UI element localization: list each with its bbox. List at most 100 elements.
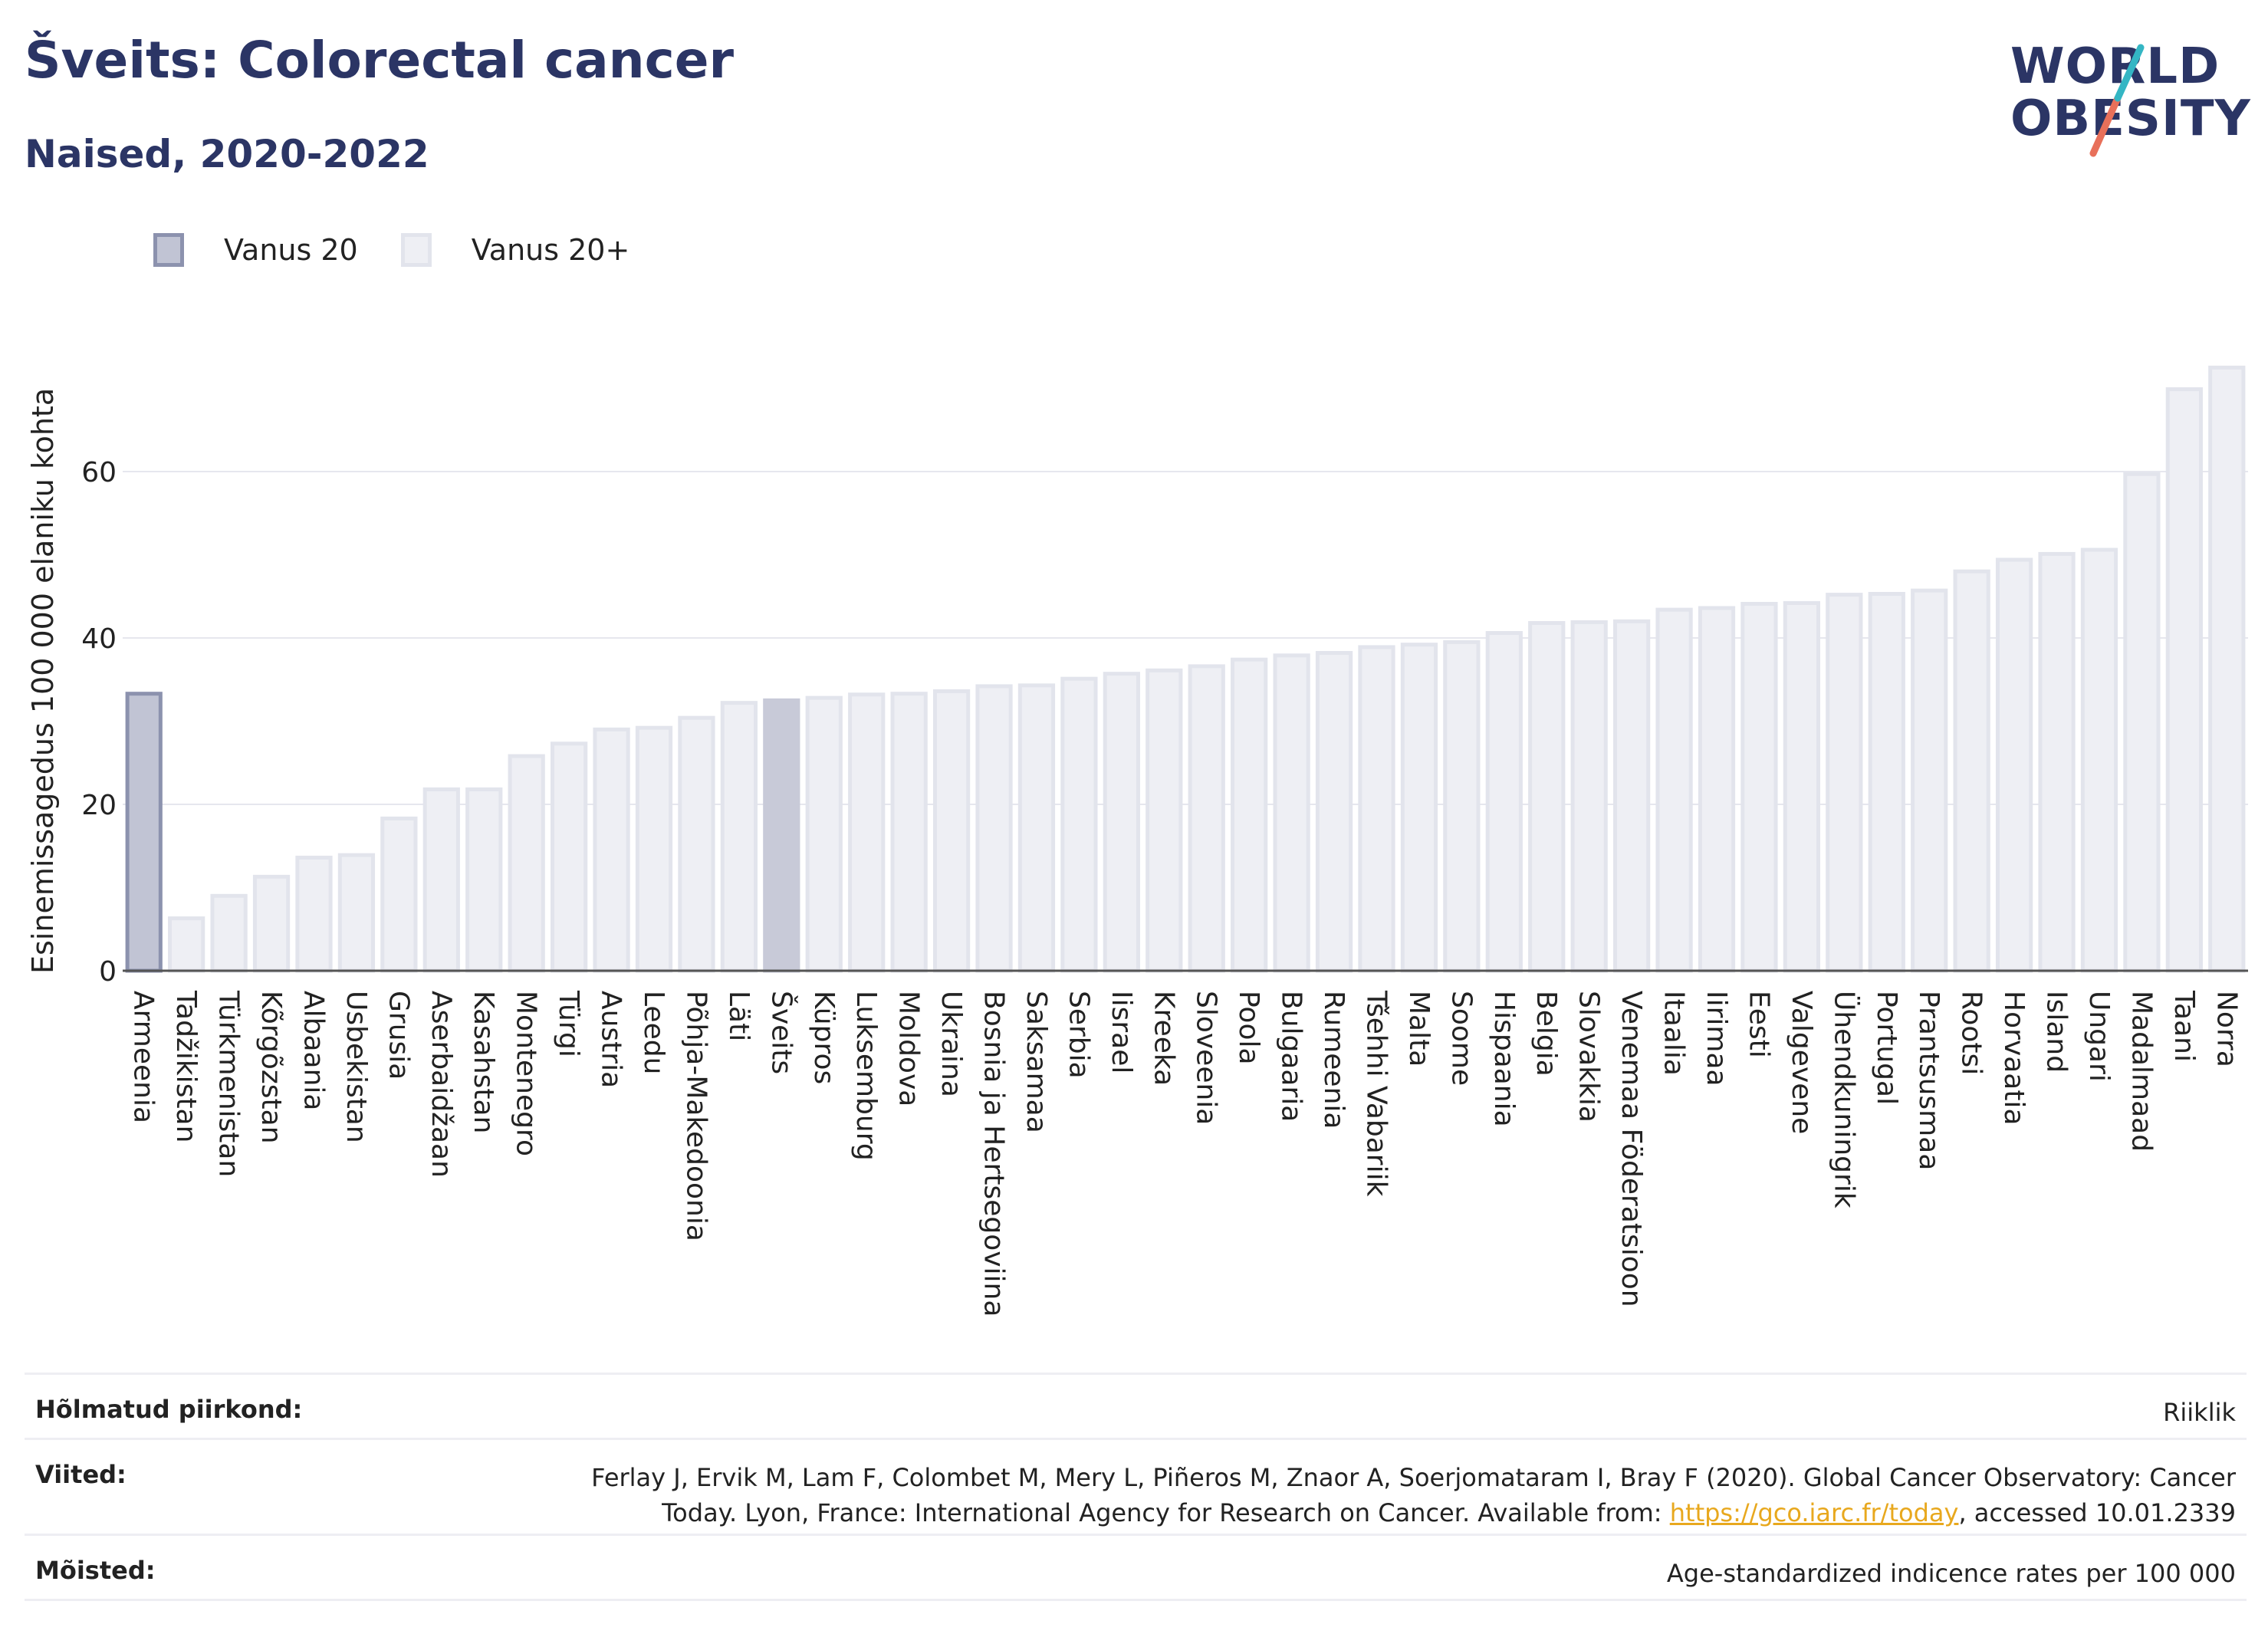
bar[interactable]	[550, 741, 588, 973]
bar[interactable]	[1485, 630, 1523, 973]
bar[interactable]	[763, 698, 800, 973]
bar[interactable]	[932, 689, 971, 973]
logo-line-2: OBESITY	[2010, 90, 2251, 147]
bar[interactable]	[635, 725, 673, 973]
references-accessed: , accessed 10.01.2339	[1958, 1498, 2236, 1527]
bar[interactable]	[1868, 591, 1905, 973]
bar[interactable]	[1315, 651, 1353, 973]
x-tick-label: Taani	[2168, 990, 2200, 1062]
footer-row-references: Viited: Ferlay J, Ervik M, Lam F, Colomb…	[25, 1438, 2247, 1534]
x-tick-label: Madalmaad	[2125, 991, 2157, 1152]
bar[interactable]	[848, 692, 886, 973]
bar[interactable]	[1740, 602, 1778, 973]
bar[interactable]	[1826, 593, 1863, 973]
x-tick-label: Soome	[1445, 991, 1477, 1086]
bar[interactable]	[1017, 683, 1056, 973]
x-tick-label: Grusia	[383, 991, 414, 1080]
bar[interactable]	[1146, 668, 1183, 973]
x-tick-label: Austria	[596, 991, 627, 1088]
bar[interactable]	[1911, 588, 1948, 973]
x-tick-label: Hispaania	[1488, 991, 1520, 1127]
bar[interactable]	[1273, 653, 1310, 973]
x-tick-label: Albaania	[297, 991, 329, 1110]
x-tick-label: Türgi	[553, 990, 584, 1057]
references-line-1: Ferlay J, Ervik M, Lam F, Colombet M, Me…	[591, 1463, 2236, 1492]
bar[interactable]	[593, 727, 630, 973]
bar[interactable]	[1358, 645, 1395, 973]
bar[interactable]	[1103, 672, 1140, 973]
bar[interactable]	[1570, 620, 1608, 973]
footer-references-label: Viited:	[35, 1460, 127, 1489]
x-tick-label: Valgevene	[1786, 991, 1817, 1134]
bar[interactable]	[337, 853, 376, 973]
bar[interactable]	[2123, 472, 2161, 973]
x-tick-label: Belgia	[1530, 991, 1562, 1077]
logo-line-1: WORLD	[2010, 38, 2220, 95]
bar[interactable]	[2080, 547, 2118, 973]
footer-definitions-value: Age-standardized indicence rates per 100…	[1666, 1559, 2236, 1588]
bar[interactable]	[1231, 657, 1268, 973]
world-obesity-logo: WORLD OBESITY	[2001, 31, 2254, 169]
bar[interactable]	[2208, 365, 2246, 973]
footer-row-definitions: Mõisted: Age-standardized indicence rate…	[25, 1534, 2247, 1601]
y-tick-label: 20	[81, 790, 117, 821]
bar[interactable]	[2165, 387, 2203, 973]
bar[interactable]	[1528, 620, 1566, 973]
bar[interactable]	[890, 692, 928, 973]
x-tick-label: Armeenia	[128, 991, 159, 1123]
bar[interactable]	[508, 754, 545, 973]
x-tick-label: Türkmenistan	[213, 990, 245, 1177]
bar[interactable]	[720, 701, 758, 973]
bar[interactable]	[1698, 606, 1736, 973]
bar[interactable]	[2038, 551, 2076, 973]
x-tick-label: Prantsusmaa	[1913, 991, 1944, 1170]
bar[interactable]	[168, 916, 205, 973]
bar[interactable]	[465, 787, 503, 973]
bar[interactable]	[125, 692, 163, 973]
logo-slash-icon	[2089, 44, 2145, 157]
x-tick-label: Poola	[1233, 991, 1264, 1065]
x-tick-label: Serbia	[1063, 991, 1094, 1079]
footer-definitions-label: Mõisted:	[35, 1556, 156, 1585]
x-tick-label: Tšehhi Vabariik	[1360, 990, 1392, 1197]
bar[interactable]	[1400, 643, 1438, 973]
bar[interactable]	[975, 684, 1013, 973]
x-tick-label: Malta	[1403, 991, 1435, 1067]
x-tick-label: Luksemburg	[850, 991, 882, 1161]
bar[interactable]	[380, 816, 418, 973]
bar[interactable]	[1953, 569, 1990, 973]
footer-references-value: Ferlay J, Ervik M, Lam F, Colombet M, Me…	[591, 1460, 2236, 1530]
bar[interactable]	[252, 874, 291, 973]
x-tick-label: Küpros	[808, 991, 840, 1084]
legend-swatch-vanus-20-plus	[400, 233, 432, 267]
bar[interactable]	[678, 715, 715, 973]
chart-legend: Vanus 20 Vanus 20+	[153, 228, 672, 271]
bar[interactable]	[1060, 676, 1098, 973]
x-tick-label: Norra	[2210, 991, 2242, 1067]
y-tick-label: 60	[81, 457, 117, 488]
bar[interactable]	[422, 787, 460, 973]
bar[interactable]	[1443, 639, 1481, 973]
x-tick-label: Venemaa Föderatsioon	[1616, 991, 1647, 1307]
x-tick-label: Moldova	[893, 991, 925, 1106]
legend-label-vanus-20-plus: Vanus 20+	[471, 233, 630, 267]
legend-item-vanus-20-plus[interactable]: Vanus 20+	[400, 233, 630, 267]
bar[interactable]	[210, 893, 248, 973]
bar[interactable]	[1612, 619, 1651, 973]
references-link[interactable]: https://gco.iarc.fr/today	[1669, 1498, 1959, 1527]
bar[interactable]	[295, 855, 333, 973]
x-tick-label: Itaalia	[1658, 991, 1690, 1076]
chart-footer: Hõlmatud piirkond: Riiklik Viited: Ferla…	[25, 1373, 2247, 1601]
x-tick-label: Rumeenia	[1318, 991, 1349, 1129]
bar[interactable]	[1783, 600, 1821, 973]
legend-item-vanus-20[interactable]: Vanus 20	[153, 233, 358, 267]
footer-region-value: Riiklik	[2163, 1398, 2236, 1427]
x-tick-label: Island	[2041, 991, 2072, 1073]
bar[interactable]	[1995, 557, 2033, 973]
bar[interactable]	[1188, 664, 1225, 973]
x-tick-label: Usbekistan	[340, 991, 372, 1143]
bar[interactable]	[805, 695, 843, 973]
x-tick-label: Eesti	[1743, 991, 1774, 1058]
x-tick-label: Iirimaa	[1701, 991, 1732, 1087]
bar[interactable]	[1655, 607, 1693, 973]
